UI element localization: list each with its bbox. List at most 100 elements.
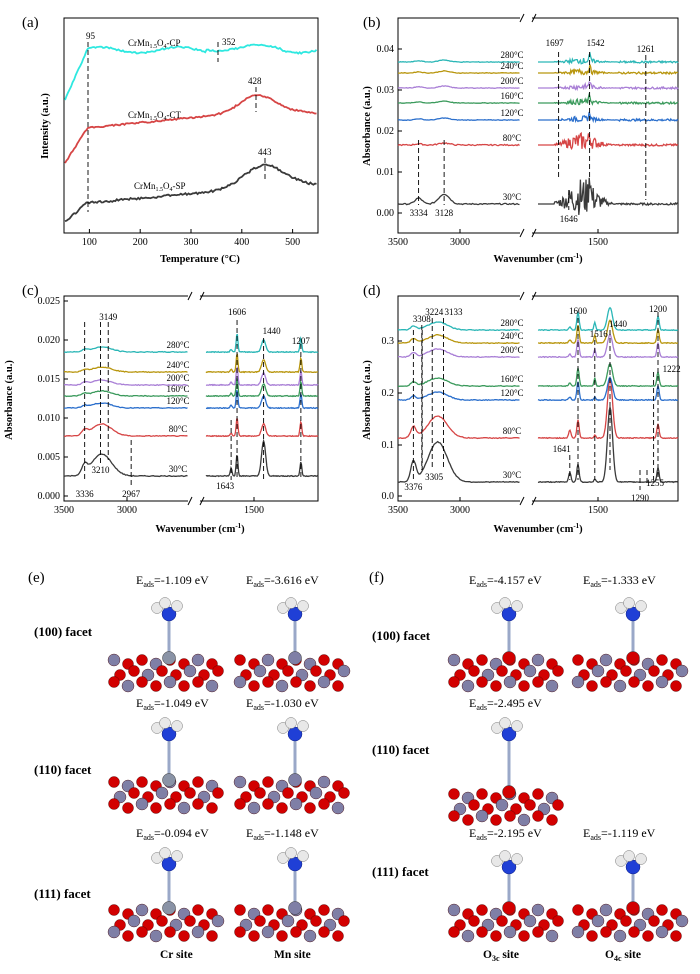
oxygen-atom bbox=[332, 680, 344, 692]
oxygen-atom bbox=[586, 930, 598, 942]
site-atom bbox=[288, 651, 302, 665]
metal-atom bbox=[337, 664, 351, 678]
spectrum-80°C-left bbox=[397, 415, 520, 440]
temperature-label: 80°C bbox=[503, 426, 522, 436]
spectrum-240°C-left bbox=[398, 70, 520, 74]
temperature-label: 280°C bbox=[500, 50, 523, 60]
metal-atom bbox=[309, 786, 323, 800]
site-atom bbox=[502, 651, 516, 665]
metal-atom bbox=[675, 914, 689, 928]
panel-f-label: (f) bbox=[369, 570, 384, 586]
oxygen-atom bbox=[552, 799, 564, 811]
panel-c-ylabel: Absorbance (a.u.) bbox=[4, 360, 15, 440]
site-atom bbox=[162, 773, 176, 787]
energy-f-o3c-111: Eads=-2.195 eV bbox=[469, 826, 542, 842]
oxygen-atom bbox=[136, 676, 148, 688]
metal-atom bbox=[599, 653, 613, 667]
y-tick-label: 0.1 bbox=[382, 440, 395, 451]
panel-a-ylabel: Intensity (a.u.) bbox=[40, 93, 51, 159]
metal-atom bbox=[503, 925, 517, 939]
structure-e-mn-110 bbox=[233, 717, 350, 815]
x-tick-label: 3500 bbox=[388, 237, 408, 248]
oxygen-atom bbox=[128, 787, 140, 799]
oxygen-atom bbox=[184, 915, 196, 927]
oxygen-atom bbox=[586, 680, 598, 692]
oxygen-atom bbox=[572, 904, 584, 916]
structure-f-o4c-100 bbox=[571, 597, 689, 693]
panel-c-label: (c) bbox=[22, 283, 39, 299]
oxygen-atom bbox=[318, 654, 330, 666]
oxygen-atom bbox=[192, 904, 204, 916]
metal-atom bbox=[545, 679, 559, 693]
oxygen-atom bbox=[338, 787, 350, 799]
spectrum-30°C-left bbox=[397, 193, 520, 206]
peak-label: 1255 bbox=[646, 478, 665, 488]
metal-atom bbox=[205, 679, 219, 693]
spectrum-30°C-right bbox=[537, 407, 679, 484]
spectrum-160°C-left bbox=[63, 389, 188, 398]
peak-label: 1222 bbox=[663, 364, 681, 374]
row-label-100: (100) facet bbox=[372, 628, 431, 643]
metal-atom bbox=[523, 664, 537, 678]
peak-label: 1600 bbox=[569, 306, 588, 316]
oxygen-atom bbox=[212, 787, 224, 799]
oxygen-atom bbox=[448, 788, 460, 800]
oxygen-atom bbox=[462, 814, 474, 826]
oxygen-atom bbox=[234, 904, 246, 916]
spectrum-80°C-right bbox=[537, 375, 679, 440]
oxygen-atom bbox=[552, 915, 564, 927]
spectrum-200°C-left bbox=[397, 85, 520, 89]
y-tick-label: 0.3 bbox=[382, 336, 395, 347]
oxygen-atom bbox=[192, 798, 204, 810]
hydrogen-atom bbox=[285, 597, 297, 609]
temperature-label: 80°C bbox=[503, 133, 522, 143]
panel-e-label: (e) bbox=[28, 570, 45, 586]
hydrogen-atom bbox=[171, 720, 183, 732]
col-label-o4c-site: O4c site bbox=[605, 949, 641, 963]
spectrum-80°C-right bbox=[538, 131, 679, 151]
structure-f-o4c-111 bbox=[571, 850, 689, 943]
energy-f-o4c-111: Eads=-1.119 eV bbox=[583, 826, 656, 842]
oxygen-atom bbox=[276, 930, 288, 942]
metal-atom bbox=[655, 675, 669, 689]
break-mark bbox=[531, 291, 537, 301]
oxygen-atom bbox=[518, 680, 530, 692]
curve-label-ct: CrMn1.5O4-CT bbox=[128, 110, 182, 122]
metal-atom bbox=[675, 664, 689, 678]
oxygen-atom bbox=[122, 802, 134, 814]
peak-label: 2967 bbox=[122, 489, 141, 499]
hydrogen-atom bbox=[499, 850, 511, 862]
metal-atom bbox=[135, 797, 149, 811]
oxygen-atom bbox=[552, 665, 564, 677]
panel-d: (d) 0.0 0.1 0.2 0.3 3500 3000 1500 30°C 80°C 120… bbox=[362, 283, 681, 535]
oxygen-atom bbox=[620, 665, 632, 677]
spectrum-240°C-right bbox=[538, 64, 679, 76]
metal-atom bbox=[591, 914, 605, 928]
metal-atom bbox=[247, 801, 261, 815]
spectrum-160°C-right bbox=[538, 91, 679, 106]
oxygen-atom bbox=[448, 810, 460, 822]
break-mark bbox=[519, 291, 525, 301]
metal-atom bbox=[107, 653, 121, 667]
metal-atom bbox=[127, 914, 141, 928]
x-tick-label: 400 bbox=[234, 237, 249, 248]
structure-f-o3c-111 bbox=[447, 850, 564, 943]
oxygen-atom bbox=[476, 788, 488, 800]
oxygen-atom bbox=[476, 904, 488, 916]
metal-atom bbox=[183, 664, 197, 678]
y-tick-label: 0.2 bbox=[382, 388, 395, 399]
x-tick-label: 1500 bbox=[244, 505, 264, 516]
site-atom bbox=[626, 901, 640, 915]
peak-label-352: 352 bbox=[222, 37, 236, 47]
spectrum-280°C-left bbox=[397, 321, 520, 332]
metal-atom bbox=[331, 801, 345, 815]
row-label-110: (110) facet bbox=[34, 762, 92, 777]
oxygen-atom bbox=[496, 915, 508, 927]
oxygen-atom bbox=[254, 915, 266, 927]
panel-a: (a) 100 200 300 400 500 Temperature (°C) Int… bbox=[22, 15, 319, 265]
energy-f-o4c-100: Eads=-1.333 eV bbox=[583, 573, 656, 589]
x-tick-label: 200 bbox=[133, 237, 148, 248]
spectrum-240°C-right bbox=[205, 353, 319, 374]
oxygen-atom bbox=[532, 676, 544, 688]
